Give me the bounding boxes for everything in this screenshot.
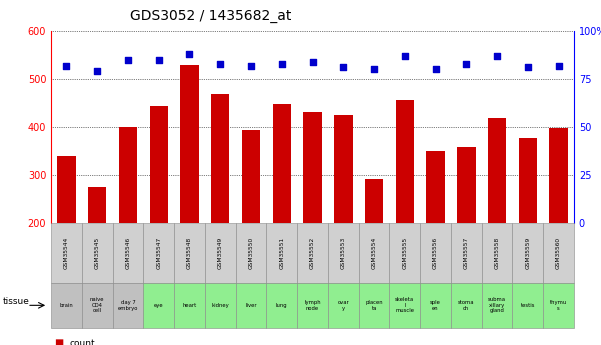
Text: heart: heart xyxy=(182,303,197,308)
Text: GSM35545: GSM35545 xyxy=(95,237,100,269)
Text: day 7
embryо: day 7 embryо xyxy=(118,300,138,310)
Bar xyxy=(150,106,168,223)
Bar xyxy=(365,179,383,223)
Text: GSM35558: GSM35558 xyxy=(495,237,499,269)
Bar xyxy=(88,187,106,223)
Bar xyxy=(57,156,76,223)
Text: GSM35553: GSM35553 xyxy=(341,237,346,269)
Text: stoma
ch: stoma ch xyxy=(458,300,475,310)
Point xyxy=(123,57,133,62)
Point xyxy=(154,57,163,62)
Point xyxy=(431,67,441,72)
Point xyxy=(338,65,348,70)
Text: naive
CD4
cell: naive CD4 cell xyxy=(90,297,105,313)
Text: GDS3052 / 1435682_at: GDS3052 / 1435682_at xyxy=(130,9,291,23)
Bar xyxy=(304,112,322,223)
Text: thymu
s: thymu s xyxy=(550,300,567,310)
Text: GSM35559: GSM35559 xyxy=(525,237,530,269)
Text: GSM35544: GSM35544 xyxy=(64,237,69,269)
Bar xyxy=(549,128,568,223)
Bar xyxy=(334,115,353,223)
Bar xyxy=(211,94,230,223)
Text: tissue: tissue xyxy=(3,297,30,306)
Bar xyxy=(488,118,506,223)
Bar xyxy=(272,104,291,223)
Text: liver: liver xyxy=(245,303,257,308)
Text: GSM35555: GSM35555 xyxy=(402,237,407,269)
Text: brain: brain xyxy=(59,303,73,308)
Point xyxy=(400,53,410,59)
Point xyxy=(462,61,471,66)
Text: testis: testis xyxy=(520,303,535,308)
Bar xyxy=(426,151,445,223)
Point xyxy=(246,63,256,68)
Bar xyxy=(457,147,475,223)
Point xyxy=(554,63,563,68)
Text: GSM35552: GSM35552 xyxy=(310,237,315,269)
Point xyxy=(62,63,72,68)
Text: GSM35550: GSM35550 xyxy=(248,237,254,269)
Text: ■: ■ xyxy=(54,338,63,345)
Point xyxy=(185,51,194,57)
Text: skeleta
l
muscle: skeleta l muscle xyxy=(395,297,414,313)
Text: GSM35551: GSM35551 xyxy=(279,237,284,269)
Text: lung: lung xyxy=(276,303,287,308)
Text: sple
en: sple en xyxy=(430,300,441,310)
Text: kidney: kidney xyxy=(212,303,229,308)
Text: subma
xillary
gland: subma xillary gland xyxy=(488,297,506,313)
Text: placen
ta: placen ta xyxy=(365,300,383,310)
Text: GSM35548: GSM35548 xyxy=(187,237,192,269)
Bar xyxy=(242,130,260,223)
Text: GSM35557: GSM35557 xyxy=(464,237,469,269)
Text: GSM35556: GSM35556 xyxy=(433,237,438,269)
Text: GSM35546: GSM35546 xyxy=(126,237,130,269)
Point xyxy=(93,69,102,74)
Text: ovar
y: ovar y xyxy=(337,300,349,310)
Bar xyxy=(119,127,137,223)
Text: eye: eye xyxy=(154,303,163,308)
Text: GSM35549: GSM35549 xyxy=(218,237,223,269)
Text: GSM35547: GSM35547 xyxy=(156,237,161,269)
Point xyxy=(308,59,317,65)
Text: count: count xyxy=(69,339,95,345)
Point xyxy=(492,53,502,59)
Point xyxy=(215,61,225,66)
Point xyxy=(277,61,287,66)
Bar xyxy=(519,138,537,223)
Bar xyxy=(395,100,414,223)
Text: lymph
node: lymph node xyxy=(304,300,321,310)
Text: GSM35554: GSM35554 xyxy=(371,237,377,269)
Text: GSM35560: GSM35560 xyxy=(556,237,561,269)
Point xyxy=(369,67,379,72)
Bar xyxy=(180,65,199,223)
Point xyxy=(523,65,532,70)
